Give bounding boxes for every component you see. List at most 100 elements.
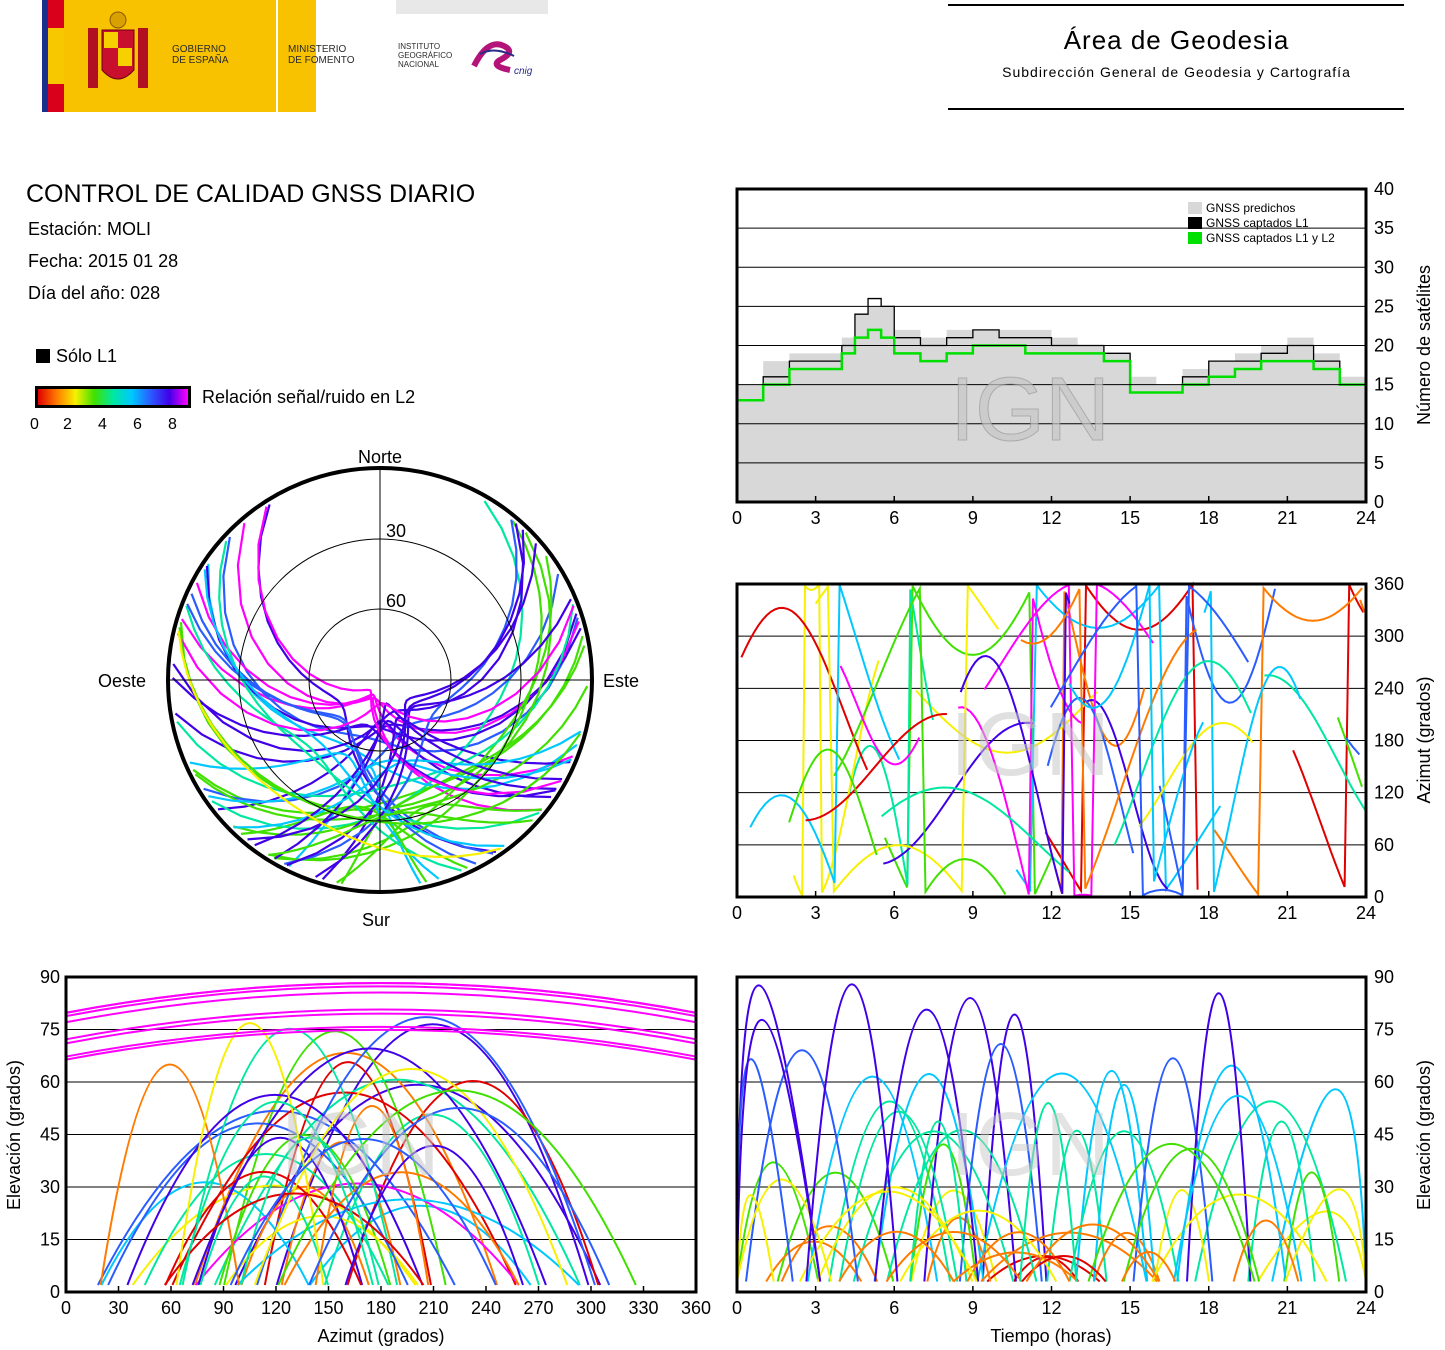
- snr-tick: 8: [168, 416, 177, 433]
- x-tick-label: 24: [1356, 508, 1376, 528]
- snr-colorbar: [35, 386, 191, 408]
- sky-track: [240, 805, 468, 870]
- l1-swatch: [36, 349, 50, 363]
- elevation-azimuth-track: [191, 1047, 547, 1286]
- legend-l1-only: Sólo L1: [36, 346, 117, 367]
- legend-l1-label: Sólo L1: [56, 346, 118, 366]
- y-tick-label: 0: [1374, 887, 1384, 907]
- elevation-azimuth-track: [65, 981, 697, 1014]
- ign-watermark: IGN: [950, 1095, 1110, 1195]
- azimuth-track: [1049, 584, 1250, 897]
- x-tick-label: 270: [523, 1298, 553, 1318]
- sky-track: [314, 598, 572, 878]
- y-tick-label: 15: [40, 1230, 60, 1250]
- elevation-time-track: [1025, 1223, 1160, 1283]
- day-of-year-label: Día del año: 028: [28, 283, 161, 303]
- x-tick-label: 12: [1041, 508, 1061, 528]
- x-tick-label: 15: [1120, 1298, 1140, 1318]
- elevation-time-track: [1092, 1083, 1156, 1282]
- elevation-azimuth-track: [195, 1182, 520, 1286]
- sky-track: [186, 603, 477, 865]
- azimuth-track: [749, 584, 901, 884]
- elevation-time-track: [798, 1190, 978, 1282]
- elevation-azimuth-track: [65, 1012, 697, 1045]
- elevation-azimuth-track: [65, 1008, 697, 1041]
- y-tick-label: 90: [40, 967, 60, 987]
- elevation-azimuth-chart: IGN 0 30 60 90 120 150 180 210 240 270 300 330 360 0…: [4, 967, 711, 1346]
- y-tick-label: 5: [1374, 453, 1384, 473]
- azimuth-track: [1292, 584, 1365, 888]
- date-label: Fecha: 2015 01 28: [28, 251, 179, 271]
- sat-y-ticks: 0 5 10 15 20 25 30 35 40: [1374, 180, 1394, 512]
- y-tick-label: 60: [1374, 835, 1394, 855]
- az-ylabel: Azimut (grados): [1414, 676, 1434, 803]
- legend-swatch-predicted: [1188, 202, 1202, 214]
- sky-track: [177, 605, 575, 732]
- elaz-tracks: [65, 981, 697, 1286]
- azimuth-time-chart: IGN 0 3 6 9 12 15 18 21 24 0 60 120 180 240 300 360 Az…: [732, 575, 1434, 923]
- elaz-x-ticks: 0 30 60 90 120 150 180 210 240 270 300 330 360: [61, 1286, 711, 1318]
- elevation-time-track: [736, 1161, 820, 1282]
- snr-colorbar-label: Relación señal/ruido en L2: [202, 387, 416, 407]
- sky-track: [179, 532, 552, 812]
- y-tick-label: 0: [1374, 1282, 1384, 1302]
- az-tracks: [740, 581, 1367, 898]
- elevation-time-track: [736, 1178, 833, 1282]
- cnig-logo-text: cnig: [514, 66, 533, 77]
- elevation-time-track: [1132, 1057, 1214, 1282]
- ign-watermark: IGN: [950, 360, 1110, 460]
- elevation-time-track: [923, 997, 1017, 1282]
- polar-sky-plot: Norte Sur Este Oeste 30 60: [98, 447, 639, 930]
- x-tick-label: 24: [1356, 903, 1376, 923]
- elevation-azimuth-track: [256, 1016, 596, 1286]
- elevation-azimuth-track: [308, 1107, 611, 1286]
- elevation-azimuth-track: [175, 1022, 325, 1286]
- azimuth-track: [915, 689, 1098, 754]
- elevation-time-track: [909, 1143, 978, 1282]
- sky-track: [340, 818, 428, 885]
- elaz-xlabel: Azimut (grados): [317, 1326, 444, 1346]
- y-tick-label: 75: [40, 1020, 60, 1040]
- azimuth-track: [1068, 584, 1205, 882]
- y-tick-label: 10: [1374, 414, 1394, 434]
- x-tick-label: 180: [366, 1298, 396, 1318]
- y-tick-label: 0: [50, 1282, 60, 1302]
- elevation-azimuth-track: [163, 1192, 425, 1286]
- y-tick-label: 40: [1374, 180, 1394, 199]
- x-tick-label: 6: [889, 508, 899, 528]
- dir-west: Oeste: [98, 671, 146, 691]
- x-tick-label: 6: [889, 903, 899, 923]
- polar-tracks: [171, 500, 589, 885]
- logo-divider: [276, 0, 278, 112]
- x-tick-label: 18: [1199, 1298, 1219, 1318]
- azimuth-track: [740, 606, 869, 771]
- elevation-time-track: [899, 1209, 1058, 1282]
- logo-block: GOBIERNO DE ESPAÑA MINISTERIO DE FOMENTO…: [42, 0, 548, 112]
- azimuth-track: [1264, 674, 1367, 811]
- elevation-azimuth-track: [218, 1134, 392, 1286]
- y-tick-label: 75: [1374, 1020, 1394, 1040]
- header-rule-bottom: [948, 108, 1404, 110]
- x-tick-label: 15: [1120, 903, 1140, 923]
- y-tick-label: 300: [1374, 626, 1404, 646]
- x-tick-label: 150: [313, 1298, 343, 1318]
- legend-l1: GNSS captados L1: [1206, 216, 1309, 230]
- elevation-azimuth-track: [97, 1109, 456, 1286]
- x-tick-label: 360: [681, 1298, 711, 1318]
- dir-south: Sur: [362, 910, 390, 930]
- elevation-time-track: [1271, 1088, 1367, 1282]
- y-tick-label: 30: [40, 1177, 60, 1197]
- elt-x-ticks: 0 3 6 9 12 15 18 21 24: [732, 1286, 1376, 1318]
- sat-legend: GNSS predichos GNSS captados L1 GNSS cap…: [1188, 201, 1335, 245]
- az-y-ticks: 0 60 120 180 240 300 360: [1374, 575, 1404, 907]
- sky-track: [176, 604, 575, 798]
- elevation-time-track: [745, 1049, 859, 1282]
- elevation-time-track: [1172, 1094, 1303, 1282]
- y-tick-label: 25: [1374, 296, 1394, 316]
- elevation-azimuth-track: [99, 1063, 241, 1286]
- x-tick-label: 9: [968, 508, 978, 528]
- elevation-time-track: [885, 1231, 1023, 1283]
- elt-tracks: [736, 983, 1367, 1283]
- azimuth-track: [1044, 581, 1199, 895]
- azimuth-track: [1345, 737, 1361, 756]
